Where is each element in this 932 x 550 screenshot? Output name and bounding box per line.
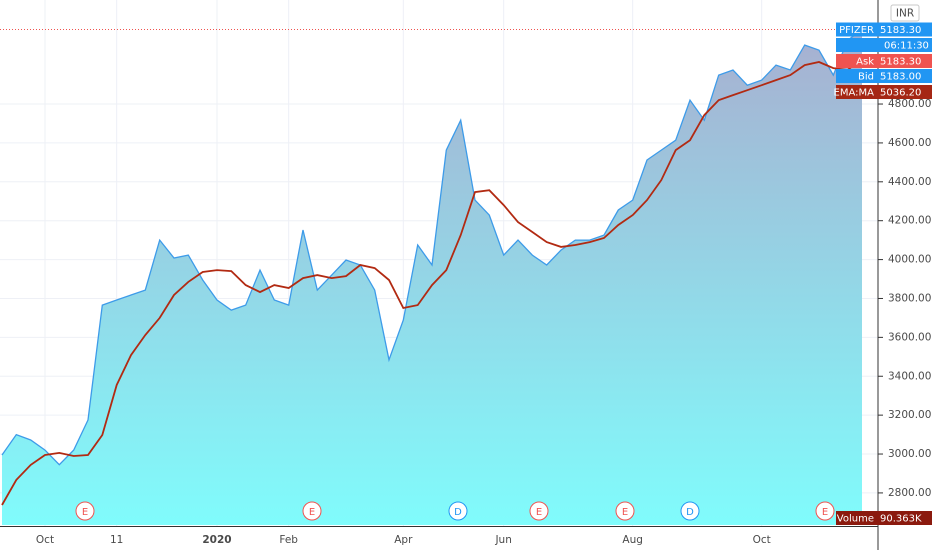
y-tick-label: 3400.00 [888,370,931,382]
ask-name: Ask [856,57,874,68]
countdown-value: 06:11:30 [884,41,929,52]
ema-value: 5036.20 [880,88,921,99]
bid-value: 5183.00 [880,72,921,83]
ask-box [836,54,932,68]
event-marker[interactable] [448,501,468,521]
y-tick-label: 4200.00 [888,215,931,227]
last-price-box [836,22,932,37]
price-line [1,28,863,466]
currency-box[interactable] [890,4,920,22]
bid-box [836,69,932,83]
currency: INR [896,8,914,20]
ema-name: EMA:MA [834,88,875,99]
y-tick-label: 3600.00 [888,331,931,343]
x-tick-label: Oct [36,534,54,546]
x-tick-label: Jun [494,534,511,546]
event-marker[interactable] [615,501,635,521]
plot [0,28,878,525]
area [2,29,862,525]
event-label: E [82,507,88,518]
volume-value: 90.363K [880,514,922,525]
event-label: E [822,507,828,518]
event-label: D [454,507,462,518]
x-tick-label: Feb [279,534,298,546]
y-tick-label: 4000.00 [888,254,931,266]
y-tick-label: 4600.00 [888,137,931,149]
ema-box [836,85,932,99]
event-marker[interactable] [529,501,549,521]
event-label: D [686,507,694,518]
volume-name: Volume [837,514,874,525]
y-tick-label: 3800.00 [888,292,931,304]
volume-box [836,511,932,525]
x-tick-label: Apr [394,534,413,546]
y-tick-label: 4800.00 [888,98,931,110]
labels: 2800.00 3000.00 3200.00 3400.00 3600.00 3800.… [36,22,932,546]
y-tick-label: 2800.00 [888,487,931,499]
event-label: E [622,507,628,518]
event-label: E [309,507,315,518]
x-tick-label: 11 [110,534,123,546]
y-tick-label: 4400.00 [888,176,931,188]
event-label: E [536,507,542,518]
x-tick-label: Aug [622,534,643,546]
y-tick-label: 3200.00 [888,409,931,421]
last-price-name: PFIZER [839,25,874,36]
ask-value: 5183.30 [880,57,921,68]
last-price-value: 5183.30 [880,25,921,36]
ema-line [1,57,863,506]
y-tick-label: 3000.00 [888,448,931,460]
x-tick-label: Oct [753,534,771,546]
x-tick-label: 2020 [202,534,231,546]
bid-name: Bid [858,72,874,83]
countdown-box [836,38,932,52]
event-marker[interactable] [815,501,835,521]
event-marker[interactable] [680,501,700,521]
event-marker[interactable] [302,501,322,521]
event-marker[interactable] [75,501,95,521]
